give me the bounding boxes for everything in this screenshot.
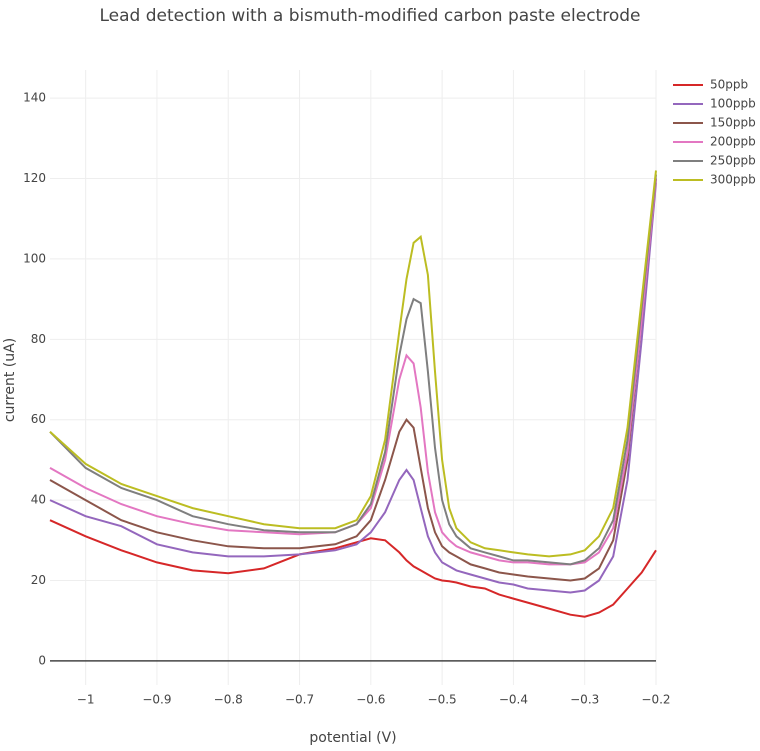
legend-label[interactable]: 300ppb (710, 173, 756, 187)
x-tick-label: −0.4 (499, 693, 528, 707)
legend-label[interactable]: 150ppb (710, 116, 756, 130)
y-tick-label: 0 (38, 653, 46, 667)
chart-title: Lead detection with a bismuth-modified c… (100, 6, 641, 26)
data-line (49, 170, 657, 558)
data-line (49, 182, 657, 594)
data-line (49, 178, 657, 582)
data-line (49, 174, 657, 566)
x-tick-label: −0.7 (285, 693, 314, 707)
x-tick-label: −0.9 (142, 693, 171, 707)
y-axis-title: current (uA) (2, 338, 18, 422)
y-tick-label: 120 (23, 171, 46, 185)
x-tick-label: −0.2 (641, 693, 670, 707)
y-tick-label: 40 (31, 493, 46, 507)
x-tick-label: −0.8 (214, 693, 243, 707)
data-line (49, 178, 657, 566)
x-tick-label: −1 (77, 693, 95, 707)
x-tick-label: −0.6 (356, 693, 385, 707)
x-tick-label: −0.3 (570, 693, 599, 707)
x-tick-label: −0.5 (428, 693, 457, 707)
legend-label[interactable]: 250ppb (710, 154, 756, 168)
legend-label[interactable]: 200ppb (710, 135, 756, 149)
y-tick-label: 80 (31, 332, 46, 346)
data-line (49, 519, 657, 618)
y-tick-label: 20 (31, 573, 46, 587)
y-tick-label: 60 (31, 412, 46, 426)
x-axis-title: potential (V) (309, 730, 396, 746)
legend-label[interactable]: 50ppb (710, 78, 748, 92)
legend-label[interactable]: 100ppb (710, 97, 756, 111)
y-tick-label: 140 (23, 91, 46, 105)
y-tick-label: 100 (23, 251, 46, 265)
